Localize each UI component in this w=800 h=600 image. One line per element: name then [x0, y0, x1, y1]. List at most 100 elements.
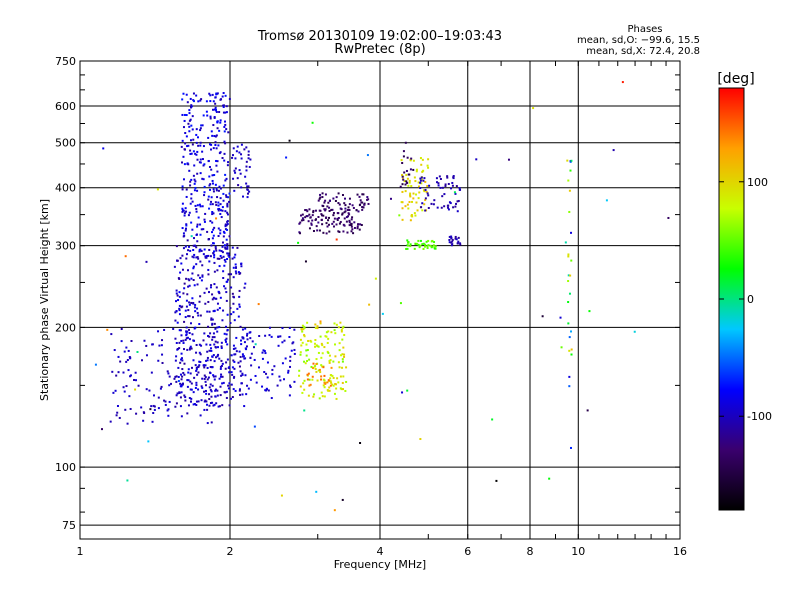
- data-point: [187, 404, 190, 407]
- data-point: [198, 248, 201, 251]
- y-tick-label: 600: [55, 100, 76, 113]
- data-point: [302, 325, 305, 328]
- data-point: [225, 361, 228, 364]
- data-point: [217, 208, 220, 211]
- data-point: [402, 155, 405, 158]
- data-point: [457, 236, 460, 239]
- data-point: [188, 169, 191, 172]
- data-point: [200, 228, 203, 231]
- data-point: [417, 244, 420, 247]
- data-point: [214, 201, 217, 204]
- data-point: [325, 216, 328, 219]
- data-point: [315, 218, 318, 221]
- data-point: [203, 390, 206, 393]
- data-point: [424, 188, 427, 191]
- data-point: [412, 159, 415, 162]
- data-point: [331, 374, 334, 377]
- data-point: [234, 347, 237, 350]
- data-point: [230, 273, 233, 276]
- data-point: [265, 387, 268, 390]
- data-point: [225, 333, 228, 336]
- data-point: [189, 139, 192, 142]
- data-point: [207, 268, 210, 271]
- data-point: [248, 190, 251, 193]
- data-point: [195, 351, 198, 354]
- data-point: [227, 387, 230, 390]
- data-point: [210, 143, 213, 146]
- data-point: [200, 344, 203, 347]
- data-point: [245, 160, 248, 163]
- data-point: [210, 395, 213, 398]
- data-point: [184, 316, 187, 319]
- data-point: [201, 377, 204, 380]
- data-point: [207, 136, 210, 139]
- data-point: [140, 406, 143, 409]
- data-point: [277, 344, 280, 347]
- data-point: [125, 346, 128, 349]
- data-point: [193, 178, 196, 181]
- data-point: [214, 388, 217, 391]
- data-point: [459, 242, 462, 245]
- data-point: [221, 95, 224, 98]
- data-point: [212, 404, 215, 407]
- data-point: [243, 357, 246, 360]
- data-point: [223, 125, 226, 128]
- data-point: [208, 175, 211, 178]
- data-point: [221, 206, 224, 209]
- data-point: [196, 240, 199, 243]
- data-point: [432, 244, 435, 247]
- data-point: [345, 366, 348, 369]
- data-point: [421, 170, 424, 173]
- data-point: [214, 96, 217, 99]
- data-point: [212, 310, 215, 313]
- data-point: [211, 323, 214, 326]
- data-point: [208, 398, 211, 401]
- data-point: [408, 179, 411, 182]
- data-point: [327, 389, 330, 392]
- data-point: [209, 220, 212, 223]
- data-point: [205, 255, 208, 258]
- data-point: [332, 225, 335, 228]
- data-point: [183, 214, 186, 217]
- data-point: [451, 181, 454, 184]
- data-point: [315, 370, 318, 373]
- data-point: [229, 321, 232, 324]
- data-point: [303, 379, 306, 382]
- data-point: [228, 97, 231, 100]
- data-point: [117, 355, 120, 358]
- data-point: [300, 214, 303, 217]
- data-point: [309, 216, 312, 219]
- data-point: [204, 399, 207, 402]
- data-point: [175, 292, 178, 295]
- data-point: [226, 258, 229, 261]
- data-point: [337, 212, 340, 215]
- data-point: [444, 183, 447, 186]
- data-point: [332, 197, 335, 200]
- data-point: [181, 188, 184, 191]
- data-point: [317, 369, 320, 372]
- data-point: [202, 178, 205, 181]
- data-point: [191, 200, 194, 203]
- data-point: [194, 386, 197, 389]
- data-point: [215, 217, 218, 220]
- data-point: [191, 333, 194, 336]
- data-point: [326, 205, 329, 208]
- data-point: [358, 228, 361, 231]
- data-point: [208, 207, 211, 210]
- data-point: [185, 224, 188, 227]
- data-point: [278, 375, 281, 378]
- data-point: [204, 302, 207, 305]
- data-point: [213, 403, 216, 406]
- data-point: [569, 274, 572, 277]
- data-point: [190, 397, 193, 400]
- data-point: [240, 265, 243, 268]
- data-point: [181, 359, 184, 362]
- data-point: [217, 209, 220, 212]
- data-point: [219, 254, 222, 257]
- data-point: [246, 196, 249, 199]
- data-point: [356, 225, 359, 228]
- data-point: [330, 208, 333, 211]
- data-point: [216, 196, 219, 199]
- data-point: [341, 326, 344, 329]
- data-point: [334, 355, 337, 358]
